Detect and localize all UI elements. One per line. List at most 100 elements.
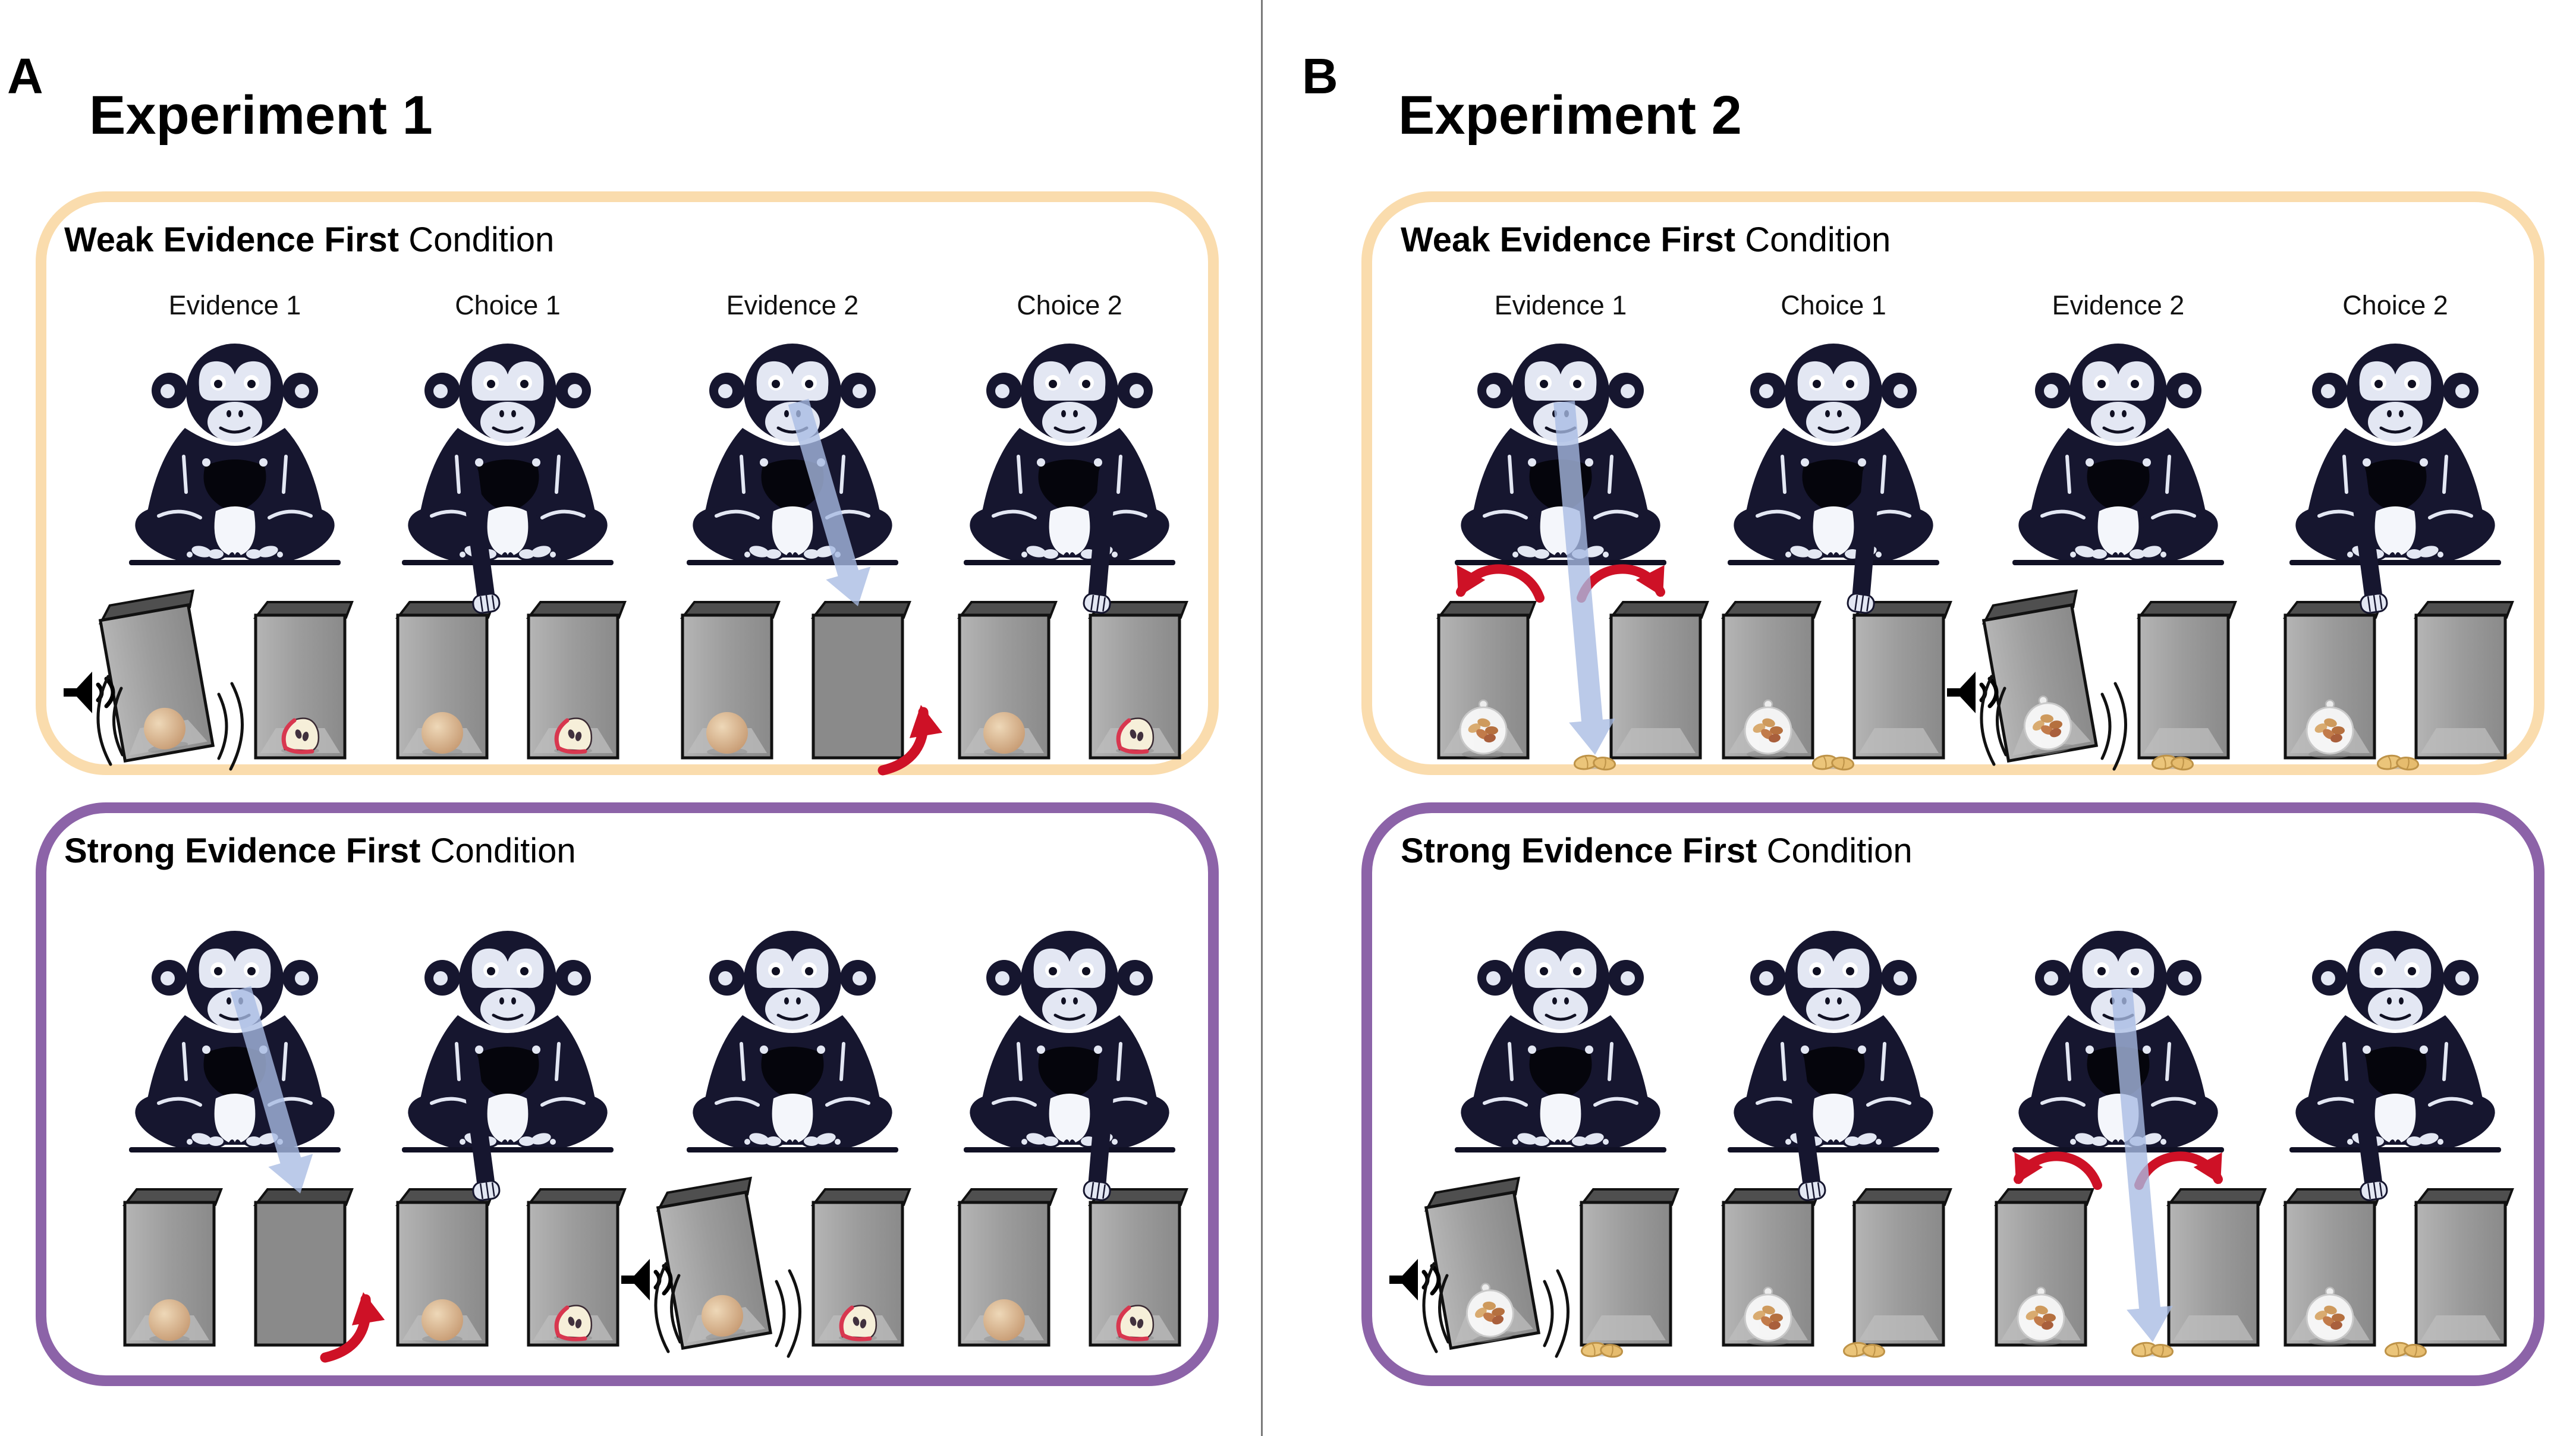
transparent-box [1436,601,1537,760]
peanuts [1580,1341,1624,1358]
column-label-b-choice-2: Choice 2 [2342,290,2448,320]
peanuts [1842,1341,1886,1358]
column-label-a-evidence-1: Evidence 1 [168,290,301,320]
transparent-box [395,601,496,760]
transparent-box [656,1176,773,1350]
apple-slice [1116,1305,1155,1341]
scene-b-weak-choice-2 [2282,332,2514,771]
transparent-box [957,1188,1058,1347]
chimp-icon [128,931,341,1161]
transparent-box [2136,601,2237,760]
chimp-icon [401,344,614,574]
chimp-icon [963,931,1176,1161]
condition-box-b-weak [1361,191,2544,775]
ball [149,1299,190,1341]
rotate-arrow-icon [320,1292,385,1363]
condition-title-a-weak: Weak Evidence First Condition [64,221,555,259]
column-label-a-choice-2: Choice 2 [1017,290,1122,320]
scene-b-strong-evidence-2 [1993,919,2267,1358]
transparent-box [1608,601,1709,760]
scene-a-strong-evidence-2 [621,919,911,1358]
condition-box-a-weak [36,191,1219,775]
scene-b-weak-evidence-1 [1436,332,1709,771]
transparent-box [253,601,354,760]
rotate-arrow-icon [877,705,943,776]
scene-b-weak-choice-1 [1721,332,1952,771]
chimp-icon [686,931,899,1161]
panel-b-title: Experiment 2 [1398,85,1742,146]
peanuts [2151,754,2194,771]
transparent-box [2282,601,2383,760]
scene-a-strong-choice-1 [395,919,627,1347]
transparent-box [526,1188,627,1347]
gaze-arrow [2111,988,2173,1342]
hand-on-box [2348,464,2388,614]
condition-title-b-weak: Weak Evidence First Condition [1401,221,1891,259]
scene-a-weak-choice-2 [957,332,1188,760]
column-label-b-choice-1: Choice 1 [1781,290,1886,320]
transparent-box [1981,589,2099,763]
transparent-box [526,601,627,760]
ball [983,1299,1025,1341]
condition-box-a-strong [36,802,1219,1386]
transparent-box [1851,1188,1952,1347]
transparent-box [395,1188,496,1347]
gaze-arrow [1553,401,1615,755]
scene-a-strong-choice-2 [957,919,1188,1347]
scene-a-weak-evidence-2 [680,332,943,776]
ball [144,707,186,750]
transparent-box [680,601,781,760]
transparent-box [1721,601,1822,760]
peanuts [2376,754,2420,771]
ball [983,712,1025,754]
shake-lines [96,675,244,771]
rattle-ball [1744,699,1792,758]
apple-slice [1116,717,1155,754]
transparent-box [2166,1188,2267,1347]
rattle-ball [2305,1286,2354,1346]
opaque-box [253,1188,354,1347]
ball [702,1295,744,1337]
peanuts [1811,754,1855,771]
ball [422,1299,463,1341]
transparent-box [122,1188,223,1347]
rattle-ball [1465,1283,1515,1343]
scene-a-weak-choice-1 [395,332,627,760]
lift-arrows-icon [2014,1151,2223,1190]
transparent-box [957,601,1058,760]
scene-a-strong-evidence-1 [122,919,385,1363]
column-label-a-evidence-2: Evidence 2 [726,290,859,320]
condition-title-a-strong: Strong Evidence First Condition [64,832,576,870]
apple-slice [554,717,593,754]
chimp-icon [686,344,899,574]
hand-on-box [1083,1051,1116,1201]
rattle-ball [2017,1286,2065,1346]
hand-on-box [1786,1051,1826,1201]
scene-b-weak-evidence-2 [1947,332,2237,771]
chimp-icon [2289,344,2502,574]
panel-a-title: Experiment 1 [89,85,433,146]
gaze-arrow [230,985,313,1193]
panel-divider-line [1261,0,1263,1436]
lift-arrows-icon [1456,564,1665,603]
hand-on-box [461,464,501,614]
shake-lines [654,1262,801,1358]
peanuts [2384,1341,2427,1358]
transparent-box [1578,1188,1679,1347]
transparent-box [2413,601,2514,760]
transparent-box [1087,601,1188,760]
chimp-icon [2289,931,2502,1161]
gaze-arrow [788,398,871,606]
chimp-icon [128,344,341,574]
chimp-icon [1727,931,1940,1161]
rattle-ball [2023,695,2073,755]
column-label-a-choice-1: Choice 1 [455,290,561,320]
transparent-box [1087,1188,1188,1347]
hand-on-box [2348,1051,2388,1201]
transparent-box [1993,1188,2094,1347]
apple-slice [839,1305,877,1341]
transparent-box [1721,1188,1822,1347]
rattle-ball [1744,1286,1792,1346]
peanuts [1573,754,1616,771]
chimp-icon [401,931,614,1161]
